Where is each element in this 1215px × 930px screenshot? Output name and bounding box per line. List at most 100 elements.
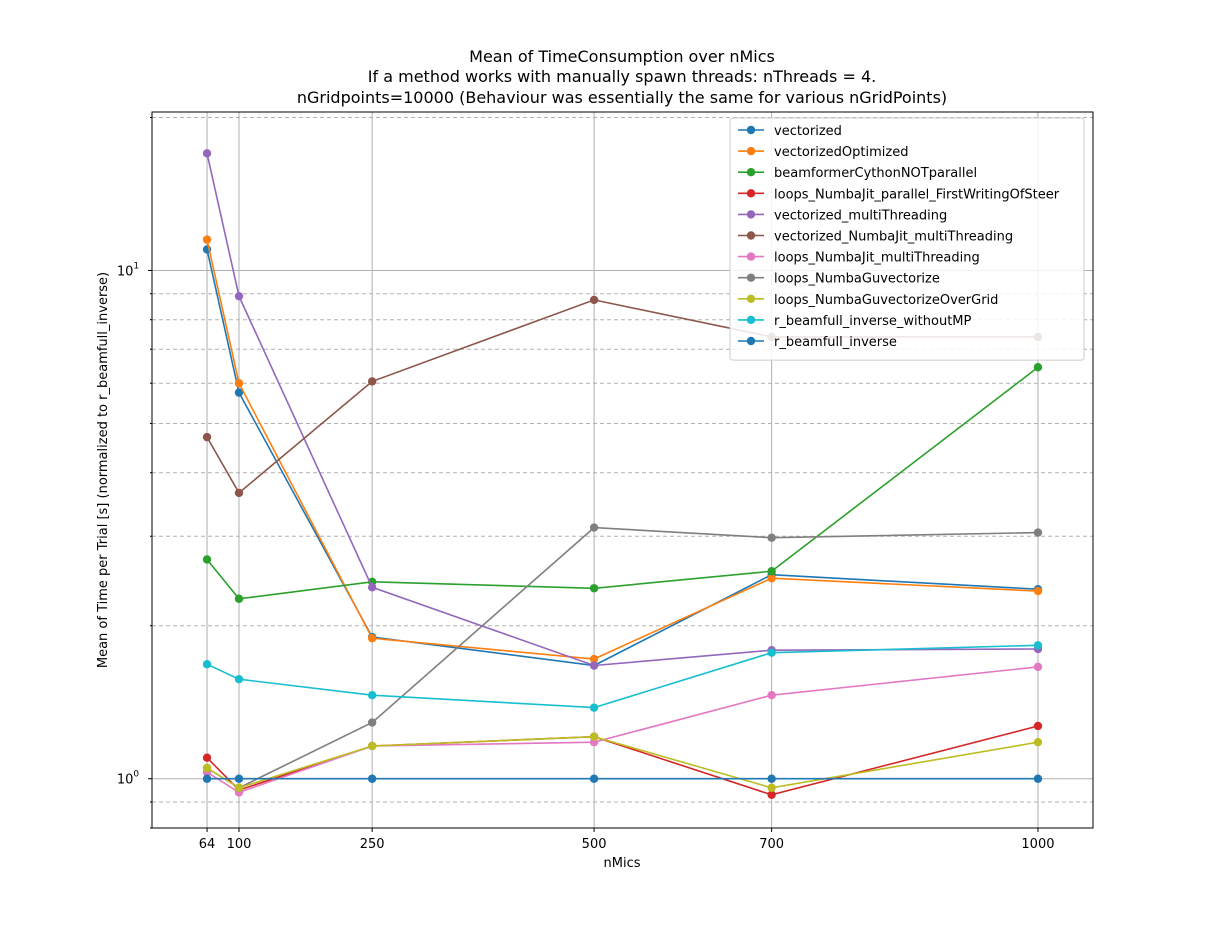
data-point <box>1033 641 1043 650</box>
x-tick-label: 700 <box>759 837 784 852</box>
data-point <box>767 574 776 583</box>
data-point <box>202 149 212 158</box>
data-point <box>767 774 776 783</box>
data-point <box>234 594 244 603</box>
legend-label: vectorized <box>774 124 842 139</box>
series-line <box>206 526 1039 789</box>
legend-label: r_beamfull_inverse <box>774 335 897 350</box>
data-point <box>234 488 244 498</box>
x-tick-label: 500 <box>582 837 607 852</box>
series-r_beamfull_inverse_withoutMP <box>202 641 1043 712</box>
data-point <box>367 583 377 592</box>
data-point <box>589 774 599 783</box>
legend-marker <box>746 146 756 156</box>
plot-area-frame <box>151 111 1094 829</box>
data-point <box>1033 721 1043 731</box>
series-line <box>206 153 1039 667</box>
data-point <box>202 555 212 564</box>
x-tick-label: 250 <box>360 837 385 852</box>
legend-label: loops_NumbaJit_multiThreading <box>774 251 980 266</box>
legend-marker <box>746 125 756 135</box>
data-point <box>589 703 599 712</box>
data-point <box>367 774 377 783</box>
data-point <box>589 654 599 664</box>
series-line <box>206 644 1039 709</box>
data-point <box>202 753 212 762</box>
data-point <box>589 295 599 305</box>
legend: vectorized vectorizedOptimized beamformerC… <box>729 117 1085 361</box>
legend-marker <box>746 273 756 282</box>
data-point <box>767 691 776 700</box>
series-line <box>206 249 1039 667</box>
data-point <box>367 634 377 643</box>
data-point <box>767 533 776 542</box>
legend-marker <box>746 336 756 346</box>
data-point <box>367 741 377 751</box>
y-tick-label: 101 <box>117 261 139 279</box>
legend-marker <box>746 231 756 240</box>
data-point <box>234 291 244 301</box>
data-point <box>234 774 244 783</box>
x-axis-label: nMics <box>604 856 641 871</box>
legend-label: vectorized_NumbaJit_multiThreading <box>774 230 1013 245</box>
data-point <box>367 718 377 727</box>
y-tick-label: 100 <box>117 770 140 788</box>
data-point <box>1033 363 1043 372</box>
x-tick-label: 100 <box>227 837 252 852</box>
data-point <box>589 661 599 670</box>
data-point <box>367 377 377 386</box>
legend-marker <box>746 252 756 261</box>
legend-label: loops_NumbaGuvectorize <box>774 272 940 287</box>
legend-entry: vectorized_NumbaJit_multiThreading <box>738 230 1013 245</box>
data-point <box>202 763 212 773</box>
x-tick-label: 64 <box>199 837 216 852</box>
legend-entry: vectorized <box>738 124 842 139</box>
legend-entry: vectorized_multiThreading <box>738 208 947 223</box>
legend-entry: loops_NumbaGuvectorize <box>738 272 940 287</box>
legend-entry: beamformerCythonNOTparallel <box>738 166 977 181</box>
data-point <box>1033 662 1043 672</box>
data-point <box>589 584 599 593</box>
legend-entry: vectorizedOptimized <box>738 145 908 160</box>
series-line <box>206 735 1039 789</box>
series-loops_NumbaGuvectorizeOverGrid <box>202 732 1043 792</box>
data-point <box>202 235 212 244</box>
series-beamformerCythonNOTparallel <box>202 363 1043 603</box>
data-point <box>1033 586 1043 596</box>
legend-entry: loops_NumbaJit_multiThreading <box>738 251 980 266</box>
legend-marker <box>746 210 756 219</box>
data-point <box>234 783 244 792</box>
legend-marker <box>746 315 756 325</box>
plot-series <box>202 149 1043 799</box>
series-vectorizedOptimized <box>202 235 1043 664</box>
data-point <box>767 790 776 799</box>
data-point <box>589 732 599 741</box>
data-point <box>1033 774 1043 783</box>
data-point <box>767 783 776 792</box>
data-point <box>202 774 212 783</box>
legend-label: r_beamfull_inverse_withoutMP <box>774 314 972 329</box>
legend-entry: loops_NumbaJit_parallel_FirstWritingOfSt… <box>738 187 1060 202</box>
legend-label: loops_NumbaGuvectorizeOverGrid <box>774 293 998 308</box>
legend-marker <box>746 168 756 177</box>
legend-entry: r_beamfull_inverse_withoutMP <box>738 314 972 329</box>
series-loops_NumbaGuvectorize <box>202 523 1043 792</box>
x-tick-label: 1000 <box>1021 837 1054 852</box>
title-line-2: If a method works with manually spawn th… <box>368 67 876 86</box>
legend-marker <box>746 189 756 198</box>
series-loops_NumbaJit_multiThreading <box>202 662 1043 797</box>
data-point <box>234 674 244 684</box>
legend-label: vectorized_multiThreading <box>774 208 947 223</box>
legend-label: beamformerCythonNOTparallel <box>774 166 977 181</box>
series-r_beamfull_inverse <box>202 774 1043 783</box>
data-point <box>767 648 776 657</box>
legend-label: vectorizedOptimized <box>774 145 908 160</box>
legend-entry: loops_NumbaGuvectorizeOverGrid <box>738 293 998 308</box>
series-line <box>206 239 1039 660</box>
chart-title: Mean of TimeConsumption over nMics If a … <box>297 47 947 107</box>
legend-marker <box>746 294 756 303</box>
data-point <box>202 660 212 669</box>
legend-label: loops_NumbaJit_parallel_FirstWritingOfSt… <box>774 187 1060 202</box>
axis-ticks: 64 100 250 500 700 1000 100 101 <box>117 116 1055 852</box>
